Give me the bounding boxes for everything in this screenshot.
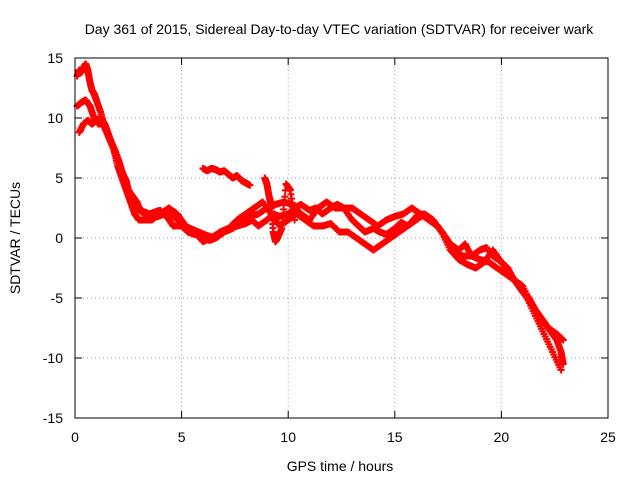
y-axis-label: SDTVAR / TECUs — [7, 182, 23, 294]
x-tick-label: 15 — [387, 429, 403, 445]
data-point — [278, 224, 286, 232]
y-tick-label: -10 — [43, 350, 63, 366]
axis-ticks — [74, 57, 609, 419]
y-tick-label: -15 — [43, 410, 63, 426]
data-point — [278, 218, 286, 226]
x-tick-label: 0 — [71, 429, 79, 445]
data-point — [246, 181, 254, 189]
data-point — [279, 212, 287, 220]
axis-tick-labels: 0 5 10 15 20 25 -15 -10 -5 0 5 10 15 — [43, 50, 616, 445]
x-tick-label: 25 — [600, 429, 616, 445]
x-tick-label: 10 — [280, 429, 296, 445]
y-tick-label: -5 — [51, 290, 64, 306]
grid — [75, 58, 608, 418]
y-tick-label: 5 — [55, 170, 63, 186]
data-point — [280, 205, 288, 213]
x-axis-label: GPS time / hours — [287, 458, 394, 474]
data-point — [557, 366, 565, 374]
x-tick-label: 20 — [494, 429, 510, 445]
y-tick-label: 0 — [55, 230, 63, 246]
data-point — [281, 193, 289, 201]
data-point — [559, 336, 567, 344]
data-point — [280, 199, 288, 207]
chart-title: Day 361 of 2015, Sidereal Day-to-day VTE… — [85, 21, 595, 37]
x-tick-label: 5 — [178, 429, 186, 445]
data-points — [73, 60, 567, 374]
y-tick-label: 15 — [47, 50, 63, 66]
y-tick-label: 10 — [47, 110, 63, 126]
data-point — [291, 216, 299, 224]
